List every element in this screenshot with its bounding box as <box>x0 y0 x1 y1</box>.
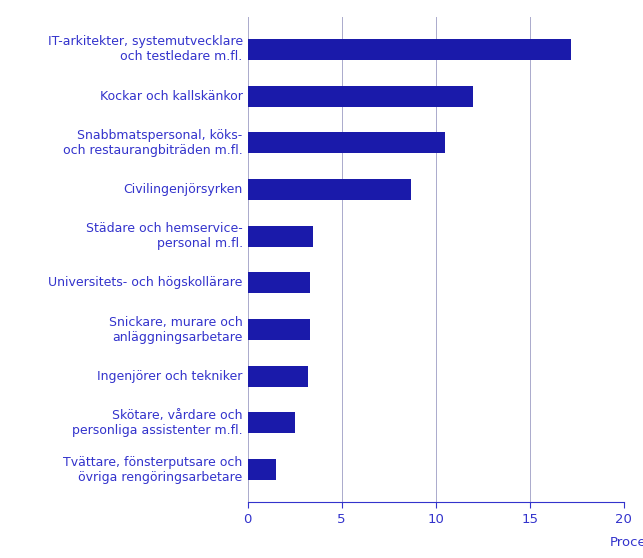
Bar <box>248 39 571 60</box>
Bar <box>248 412 294 434</box>
Bar <box>248 179 411 200</box>
X-axis label: Procent: Procent <box>610 536 643 549</box>
Bar <box>248 459 276 480</box>
Bar <box>248 225 313 247</box>
Bar <box>248 132 445 153</box>
Bar <box>248 85 473 107</box>
Bar <box>248 272 310 294</box>
Bar <box>248 365 308 387</box>
Bar <box>248 319 310 340</box>
